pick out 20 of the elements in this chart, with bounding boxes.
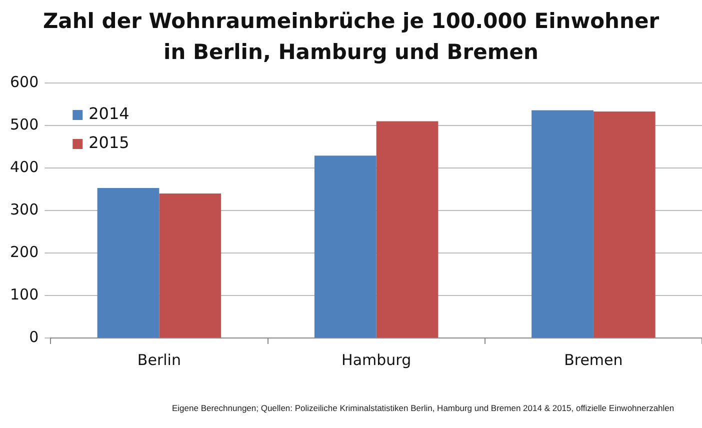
legend-label: 2015 [88, 133, 130, 152]
y-tick-label: 300 [10, 200, 39, 218]
legend-label: 2014 [88, 104, 130, 124]
text: Eigene Berechnungen; Quellen: Polizeiliche Kriminalstatistiken Berlin, Hamburg und Bremen 2014 & 2015, offizielle Einwohnerzahlen [172, 402, 676, 414]
bar [159, 194, 222, 338]
bar [593, 111, 656, 338]
x-tick-label: Berlin [137, 350, 181, 369]
y-tick-label: 600 [10, 72, 39, 91]
bar [314, 156, 376, 338]
y-tick-label: 400 [10, 158, 39, 176]
y-tick-label: 500 [10, 115, 39, 134]
x-tick-label: Hamburg [342, 350, 412, 369]
chart-title: Zahl der Wohnraumeinbrüche je 100.000 Einwohner in Berlin, Hamburg und Bremen [42, 8, 660, 66]
y-tick-label: 0 [29, 328, 39, 346]
y-tick-label: 200 [10, 242, 39, 261]
y-tick-label: 100 [10, 285, 39, 304]
x-tick-label: Bremen [564, 350, 623, 369]
bar [97, 188, 160, 338]
bar [376, 121, 438, 338]
bar [532, 110, 594, 338]
